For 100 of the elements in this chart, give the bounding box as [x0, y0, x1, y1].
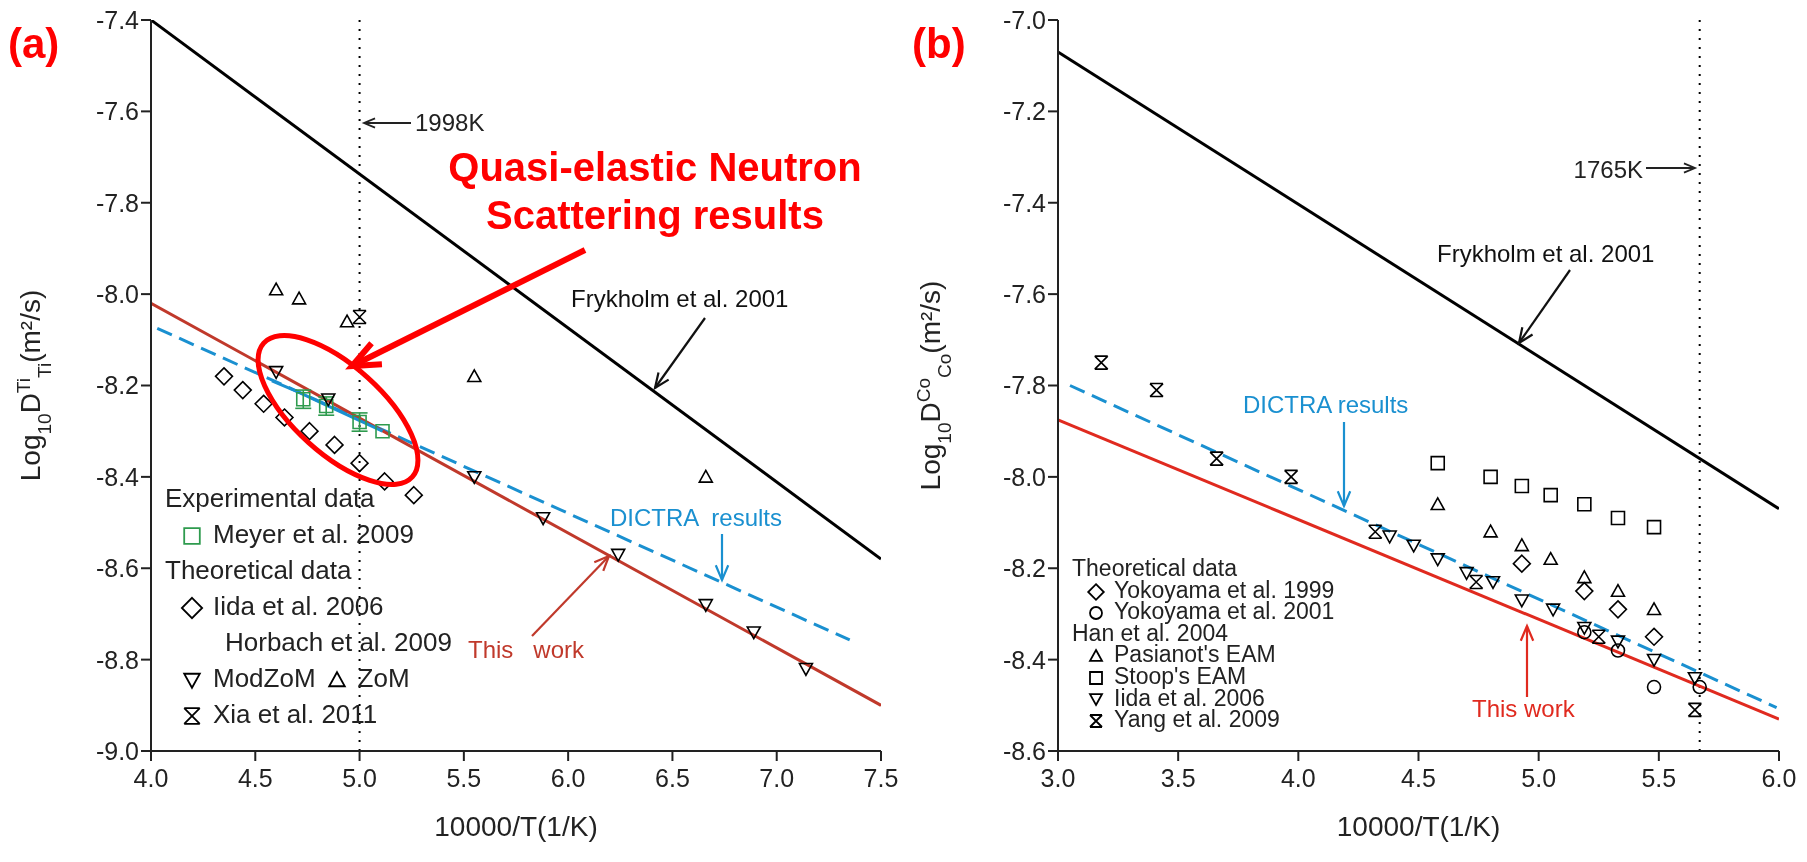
x-tick-label: 5.0 — [1521, 763, 1557, 792]
point — [1646, 602, 1662, 616]
legend-label: ModZoM — [212, 663, 316, 693]
y-tick-label: -7.2 — [1002, 97, 1046, 126]
point — [1483, 524, 1498, 538]
point — [1367, 524, 1383, 539]
x-axis-title: 10000/T(1/K) — [434, 811, 598, 842]
annotation: Quasi-elastic Neutron Scattering results — [447, 144, 863, 239]
legend-label: Xia et al. 2011 — [212, 699, 378, 729]
ref-line-label: 1765K — [1573, 156, 1643, 183]
point — [268, 365, 284, 380]
y-tick-label: -8.0 — [1002, 462, 1046, 491]
annotation: Theoretical data — [165, 555, 352, 585]
text: This work — [1472, 695, 1576, 722]
y-tick-label: -8.6 — [95, 554, 139, 583]
point — [1591, 629, 1607, 645]
chart-title: (b) — [912, 20, 966, 67]
point — [1610, 635, 1626, 649]
x-tick-label: 4.0 — [133, 763, 169, 792]
point — [291, 291, 307, 305]
y-tick-label: -7.8 — [95, 188, 139, 217]
point — [466, 369, 482, 383]
point — [1406, 539, 1421, 553]
series-label: Frykholm et al. 2001 — [1437, 240, 1655, 267]
point — [1687, 671, 1703, 686]
legend-label: Iida et al. 2006 — [212, 591, 384, 621]
y-tick-label: -8.0 — [95, 280, 139, 308]
point — [1430, 455, 1446, 471]
point — [275, 408, 294, 427]
y-tick-label: -7.0 — [1002, 5, 1046, 34]
y-tick-label: -8.6 — [1002, 736, 1046, 765]
point — [610, 548, 626, 562]
point — [350, 453, 369, 473]
x-tick-label: 4.5 — [1401, 763, 1436, 792]
y-tick-label: -8.4 — [1002, 645, 1047, 674]
y-tick-label: -7.6 — [95, 97, 139, 126]
point — [1692, 679, 1707, 695]
point — [746, 626, 762, 640]
point — [1687, 702, 1703, 718]
x-tick-label: 3.0 — [1040, 763, 1076, 792]
point — [1209, 451, 1224, 466]
point — [268, 282, 284, 296]
x-tick-label: 7.5 — [863, 763, 899, 792]
series-label: DICTRA results — [1243, 391, 1409, 418]
point — [1283, 469, 1299, 485]
x-tick-label: 5.0 — [342, 763, 377, 792]
point — [1514, 594, 1530, 608]
point — [1512, 554, 1532, 573]
point — [1468, 574, 1484, 590]
point — [1545, 603, 1561, 617]
point — [1577, 624, 1592, 640]
point — [1575, 581, 1594, 601]
legend-label: ZoM — [356, 663, 410, 693]
point — [325, 435, 344, 455]
point — [1610, 510, 1626, 526]
y-tick-label: -8.2 — [95, 371, 139, 400]
point — [1485, 575, 1501, 590]
annotation: Horbach et al. 2009 — [225, 627, 452, 657]
point — [698, 598, 714, 613]
y-tick-label: -7.8 — [1002, 371, 1046, 400]
point — [1514, 478, 1530, 494]
point — [339, 314, 355, 328]
point — [1382, 530, 1397, 544]
ref-line-label: 1998K — [415, 109, 485, 136]
x-tick-label: 5.5 — [1641, 763, 1677, 792]
point — [1608, 600, 1628, 619]
y-tick-label: -7.4 — [1002, 188, 1047, 217]
chart-title: (a) — [8, 20, 60, 67]
x-axis-title: 10000/T(1/K) — [1336, 811, 1501, 842]
x-tick-label: 3.5 — [1160, 763, 1196, 792]
legend-label: Meyer et al. 2009 — [212, 519, 414, 549]
annotation: Theoretical data — [1072, 555, 1237, 581]
x-tick-label: 5.5 — [446, 763, 482, 792]
point — [1577, 570, 1592, 584]
point — [1514, 538, 1530, 552]
x-tick-label: 4.0 — [1280, 763, 1316, 792]
x-tick-label: 4.5 — [237, 763, 273, 792]
y-tick-label: -7.6 — [1002, 280, 1046, 308]
y-tick-label: -8.2 — [1002, 554, 1046, 583]
text: This work — [468, 636, 586, 663]
y-tick-label: -8.4 — [95, 462, 140, 491]
point — [1459, 566, 1474, 581]
x-tick-label: 6.0 — [1761, 763, 1797, 792]
point — [320, 393, 336, 407]
point — [1646, 653, 1662, 667]
x-tick-label: 7.0 — [759, 763, 795, 792]
y-tick-label: -7.4 — [95, 5, 140, 34]
point — [254, 394, 273, 414]
point — [1646, 519, 1662, 535]
x-tick-label: 6.5 — [655, 763, 690, 792]
point — [1483, 469, 1498, 485]
point — [1430, 553, 1446, 567]
point — [1543, 551, 1558, 566]
point — [233, 380, 253, 400]
series-label: DICTRA results — [610, 504, 783, 531]
point — [466, 470, 482, 485]
point — [1610, 583, 1626, 598]
point — [1577, 496, 1592, 512]
point — [1644, 627, 1664, 647]
point — [300, 421, 319, 441]
